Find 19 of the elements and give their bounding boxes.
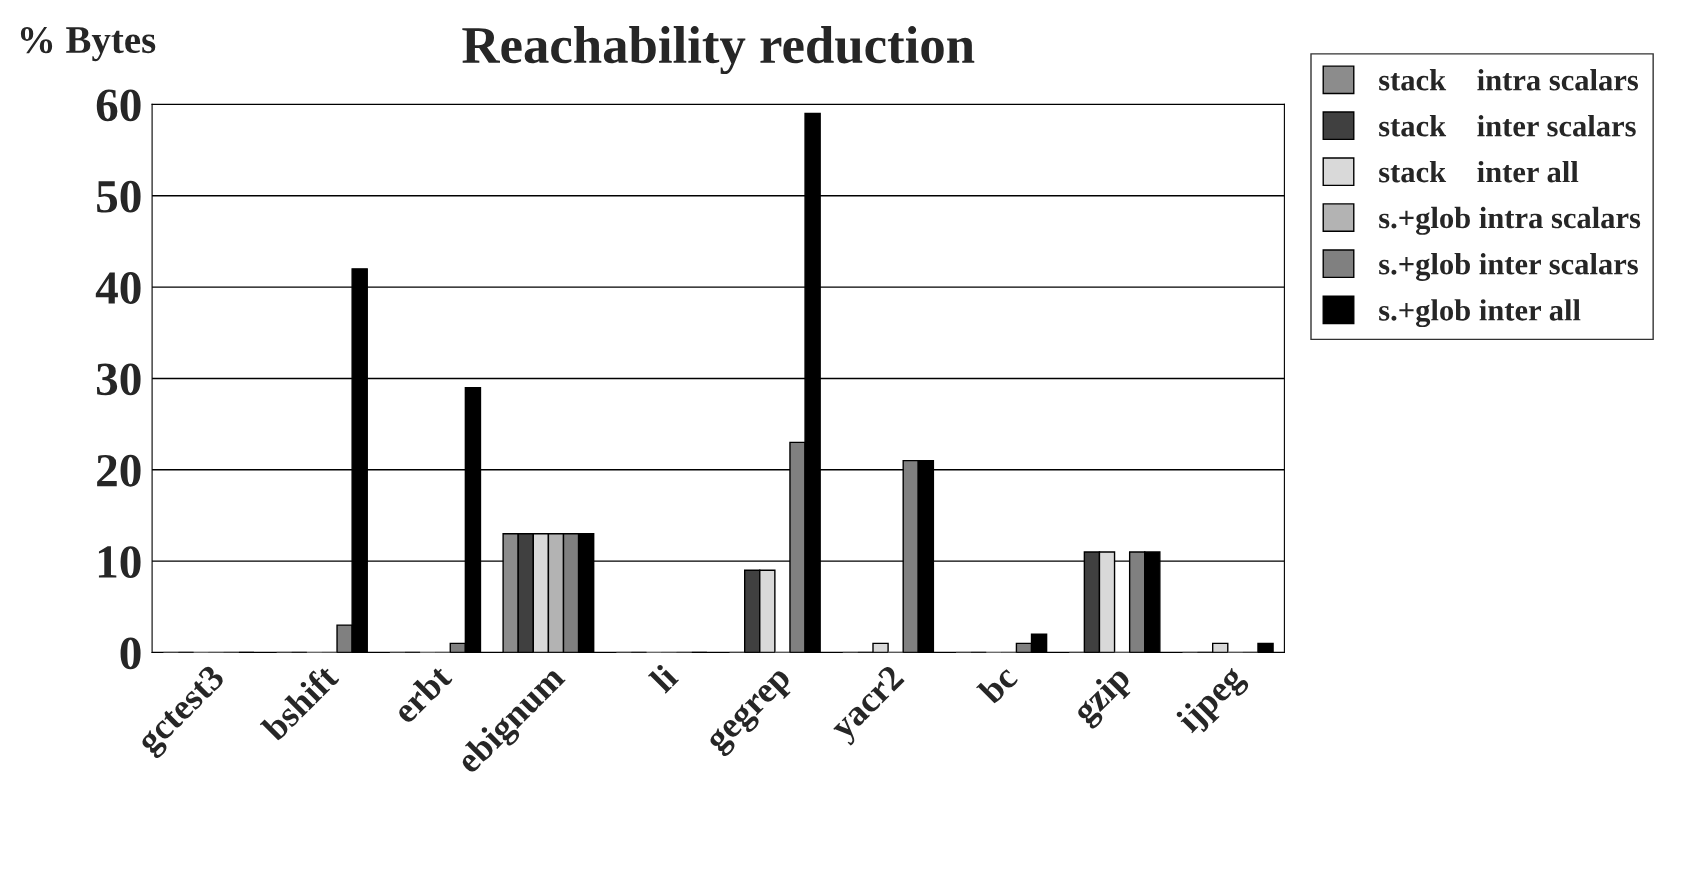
y-tick-label: 60 [96, 89, 141, 122]
y-tick-label: 30 [96, 363, 141, 396]
y-tick-label: 50 [97, 180, 141, 213]
legend-label: stack inter all [1379, 160, 1579, 183]
x-tick-label: bc [976, 662, 1019, 706]
y-axis-title: % Bytes [20, 26, 156, 62]
y-tick-label: 20 [97, 454, 141, 487]
x-tick-label: li [647, 662, 679, 694]
legend-label: s.+glob inter all [1379, 299, 1581, 328]
legend-label: stack inter scalars [1379, 114, 1636, 137]
y-tick-label: 40 [95, 272, 141, 304]
chart-title: Reachability reduction [462, 26, 975, 75]
legend-label: s.+glob intra scalars [1379, 206, 1641, 235]
y-tick-label: 0 [120, 637, 141, 670]
x-tick-label: gzip [1069, 663, 1137, 731]
legend-label: stack intra scalars [1379, 69, 1639, 91]
x-tick-label: erbt [390, 662, 454, 725]
y-tick-label: 10 [98, 546, 141, 578]
legend-label: s.+glob inter scalars [1379, 253, 1638, 281]
